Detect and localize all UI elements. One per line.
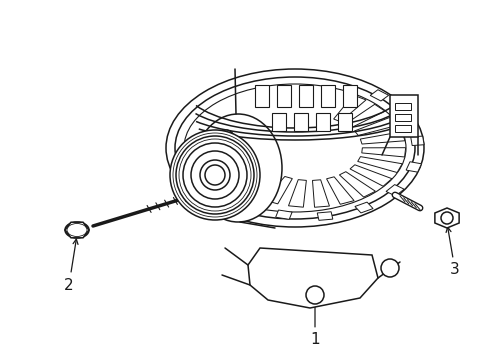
Polygon shape <box>360 132 405 144</box>
Polygon shape <box>334 95 366 122</box>
Text: 2: 2 <box>64 239 78 292</box>
Circle shape <box>218 130 234 146</box>
Polygon shape <box>355 117 398 135</box>
Polygon shape <box>243 171 280 196</box>
Circle shape <box>191 151 239 199</box>
Polygon shape <box>227 164 269 185</box>
FancyBboxPatch shape <box>395 125 411 132</box>
Polygon shape <box>386 185 404 196</box>
FancyBboxPatch shape <box>299 85 313 107</box>
Text: 1: 1 <box>310 299 320 347</box>
Text: 3: 3 <box>446 227 460 278</box>
Polygon shape <box>276 210 292 219</box>
FancyBboxPatch shape <box>395 114 411 121</box>
Polygon shape <box>358 157 402 172</box>
Ellipse shape <box>194 114 282 222</box>
FancyBboxPatch shape <box>294 113 308 131</box>
Polygon shape <box>390 95 418 137</box>
Circle shape <box>218 190 234 206</box>
FancyBboxPatch shape <box>277 85 291 107</box>
Circle shape <box>200 160 230 190</box>
Polygon shape <box>326 177 354 204</box>
Polygon shape <box>406 162 421 172</box>
Polygon shape <box>355 202 373 213</box>
Polygon shape <box>65 222 89 238</box>
Circle shape <box>441 212 453 224</box>
Circle shape <box>170 130 260 220</box>
Polygon shape <box>317 212 333 220</box>
FancyBboxPatch shape <box>343 85 357 107</box>
FancyBboxPatch shape <box>316 113 330 131</box>
Polygon shape <box>313 180 329 207</box>
Polygon shape <box>248 248 378 308</box>
FancyBboxPatch shape <box>395 103 411 110</box>
FancyBboxPatch shape <box>255 85 269 107</box>
FancyBboxPatch shape <box>321 85 335 107</box>
Polygon shape <box>397 110 414 121</box>
Circle shape <box>183 143 247 207</box>
Polygon shape <box>345 104 385 128</box>
Polygon shape <box>362 148 406 157</box>
Polygon shape <box>411 136 424 145</box>
Circle shape <box>176 136 254 214</box>
Polygon shape <box>340 172 375 197</box>
Ellipse shape <box>166 69 424 227</box>
Polygon shape <box>435 208 459 228</box>
Polygon shape <box>370 90 389 101</box>
Polygon shape <box>350 165 392 186</box>
FancyBboxPatch shape <box>338 113 352 131</box>
Polygon shape <box>289 180 306 207</box>
Polygon shape <box>264 176 293 204</box>
Circle shape <box>205 165 225 185</box>
Circle shape <box>306 286 324 304</box>
Ellipse shape <box>65 222 89 238</box>
FancyBboxPatch shape <box>272 113 286 131</box>
Circle shape <box>381 259 399 277</box>
